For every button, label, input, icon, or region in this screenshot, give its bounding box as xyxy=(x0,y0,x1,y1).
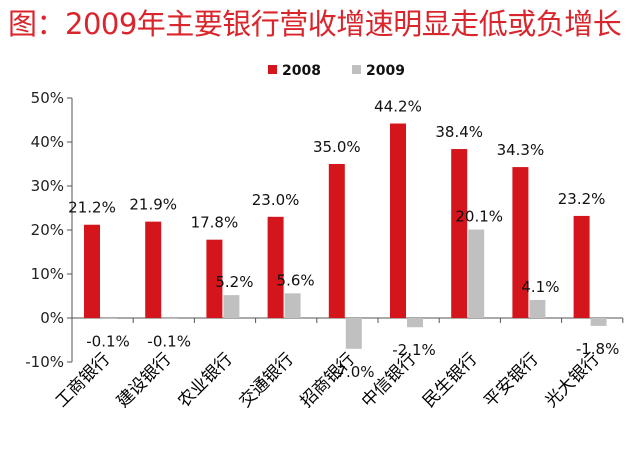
bar-2009 xyxy=(590,318,607,326)
legend-swatch-2009 xyxy=(352,65,361,74)
bar-2008 xyxy=(512,167,529,318)
bar-2008 xyxy=(145,221,162,318)
data-label-2008: 23.2% xyxy=(558,190,606,208)
bar-2009 xyxy=(529,299,546,318)
legend-label-2008: 2008 xyxy=(282,63,321,79)
data-label-2009: -7.0% xyxy=(331,363,375,381)
data-label-2009: -2.1% xyxy=(392,341,436,359)
y-tick-label: 10% xyxy=(31,265,64,283)
y-tick-label: 40% xyxy=(31,133,64,151)
data-label-2008: 21.2% xyxy=(68,199,116,217)
category-label: 光大银行 xyxy=(542,349,604,411)
data-label-2009: -0.1% xyxy=(86,332,130,350)
bar-2008 xyxy=(84,224,100,318)
bar-2009 xyxy=(468,229,485,318)
bar-2009 xyxy=(162,318,179,319)
data-label-2008: 35.0% xyxy=(313,138,361,156)
category-label: 交通银行 xyxy=(236,349,298,411)
legend-label-2009: 2009 xyxy=(366,63,405,79)
data-label-2008: 34.3% xyxy=(497,141,545,159)
bar-2008 xyxy=(451,149,468,318)
bar-2008 xyxy=(390,123,406,319)
data-label-2009: 20.1% xyxy=(455,208,503,226)
y-tick-label: 0% xyxy=(40,309,64,327)
chart-title: 图：2009年主要银行营收增速明显走低或负增长 xyxy=(8,7,622,41)
data-label-2009: 5.2% xyxy=(215,273,253,291)
data-label-2009: -0.1% xyxy=(147,332,191,350)
legend-swatch-2008 xyxy=(268,65,277,74)
bar-2009 xyxy=(101,318,117,319)
data-label-2008: 38.4% xyxy=(435,123,483,141)
bars xyxy=(84,123,607,349)
bar-2008 xyxy=(573,215,590,318)
legend: 2008 2009 xyxy=(268,63,405,79)
data-label-2009: 5.6% xyxy=(277,271,315,289)
bar-2009 xyxy=(407,318,423,328)
bar-2009 xyxy=(284,293,301,318)
data-label-2008: 21.9% xyxy=(129,196,177,214)
y-tick-label: -10% xyxy=(25,353,64,371)
y-tick-label: 20% xyxy=(31,221,64,239)
bar-2009 xyxy=(345,318,362,349)
data-label-2008: 17.8% xyxy=(191,214,239,232)
bar-2008 xyxy=(206,239,223,318)
axes: 50% 40% 30% 20% 10% 0% -10% xyxy=(25,89,624,371)
y-tick-label: 50% xyxy=(31,89,64,107)
category-label: 农业银行 xyxy=(174,349,236,411)
data-label-2009: -1.8% xyxy=(576,340,620,358)
data-label-2009: 4.1% xyxy=(521,278,559,296)
bar-2009 xyxy=(223,295,240,318)
y-tick-label: 30% xyxy=(31,177,64,195)
category-label: 平安银行 xyxy=(480,349,542,411)
data-label-2008: 23.0% xyxy=(252,191,300,209)
bar-2008 xyxy=(328,164,345,318)
category-label: 建设银行 xyxy=(113,349,175,411)
bar-2008 xyxy=(267,216,284,318)
data-labels: 21.2% -0.1% 21.9% -0.1% 17.8% 5.2% 23.0% 5.6% 35… xyxy=(68,98,619,381)
data-label-2008: 44.2% xyxy=(374,98,422,116)
